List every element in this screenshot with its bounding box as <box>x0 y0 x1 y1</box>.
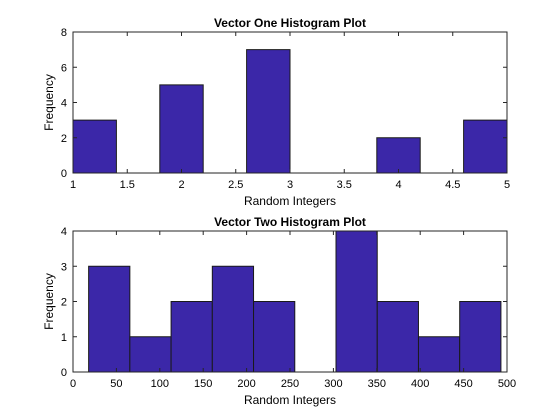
histogram-bar <box>253 301 296 373</box>
x-tick-label: 400 <box>411 378 429 390</box>
x-axis-label: Random Integers <box>244 194 336 208</box>
x-tick-label: 500 <box>498 378 516 390</box>
x-tick-label: 1 <box>70 179 76 191</box>
x-tick-label: 1.5 <box>120 179 135 191</box>
histogram-bar <box>417 336 461 373</box>
histogram-bar <box>335 230 378 373</box>
x-tick-label: 350 <box>368 378 386 390</box>
y-tick-label: 0 <box>61 168 67 180</box>
x-tick-label: 50 <box>110 378 122 390</box>
y-tick-label: 1 <box>61 332 67 344</box>
histogram-bar <box>376 301 419 373</box>
chart-title: Vector One Histogram Plot <box>214 16 366 30</box>
y-tick-label: 8 <box>61 27 67 39</box>
histogram-bar <box>159 84 204 174</box>
histogram-bar <box>88 265 131 373</box>
y-axis-label: Frequency <box>42 74 56 131</box>
histogram-bar <box>170 301 213 373</box>
histogram-vector-one: Vector One Histogram Plot Random Integer… <box>42 16 510 208</box>
x-axis-label: Random Integers <box>244 393 336 407</box>
x-tick-label: 4 <box>395 179 401 191</box>
histogram-bar <box>211 265 255 373</box>
histogram-bar <box>72 119 117 174</box>
x-tick-label: 0 <box>70 378 76 390</box>
y-tick-label: 4 <box>61 98 67 110</box>
y-tick-label: 4 <box>61 226 67 238</box>
x-tick-label: 100 <box>151 378 169 390</box>
x-tick-label: 450 <box>454 378 472 390</box>
histogram-bar <box>459 301 502 373</box>
x-tick-label: 300 <box>324 378 342 390</box>
histogram-bar <box>376 137 421 174</box>
x-tick-label: 200 <box>237 378 255 390</box>
histogram-bar <box>246 49 291 174</box>
x-tick-label: 250 <box>281 378 299 390</box>
x-tick-label: 2 <box>178 179 184 191</box>
histogram-bar <box>129 336 172 373</box>
y-tick-label: 2 <box>61 133 67 145</box>
y-tick-label: 2 <box>61 297 67 309</box>
y-tick-label: 0 <box>61 367 67 379</box>
x-tick-label: 4.5 <box>445 179 460 191</box>
histogram-vector-two: Vector Two Histogram Plot Random Integer… <box>42 215 516 407</box>
x-tick-label: 2.5 <box>228 179 243 191</box>
x-tick-label: 5 <box>504 179 510 191</box>
y-tick-label: 3 <box>61 261 67 273</box>
y-axis-label: Frequency <box>42 273 56 330</box>
y-tick-label: 6 <box>61 62 67 74</box>
histogram-bar <box>463 119 508 174</box>
x-tick-label: 3.5 <box>337 179 352 191</box>
x-tick-label: 3 <box>287 179 293 191</box>
x-tick-label: 150 <box>194 378 212 390</box>
chart-title: Vector Two Histogram Plot <box>214 215 366 229</box>
